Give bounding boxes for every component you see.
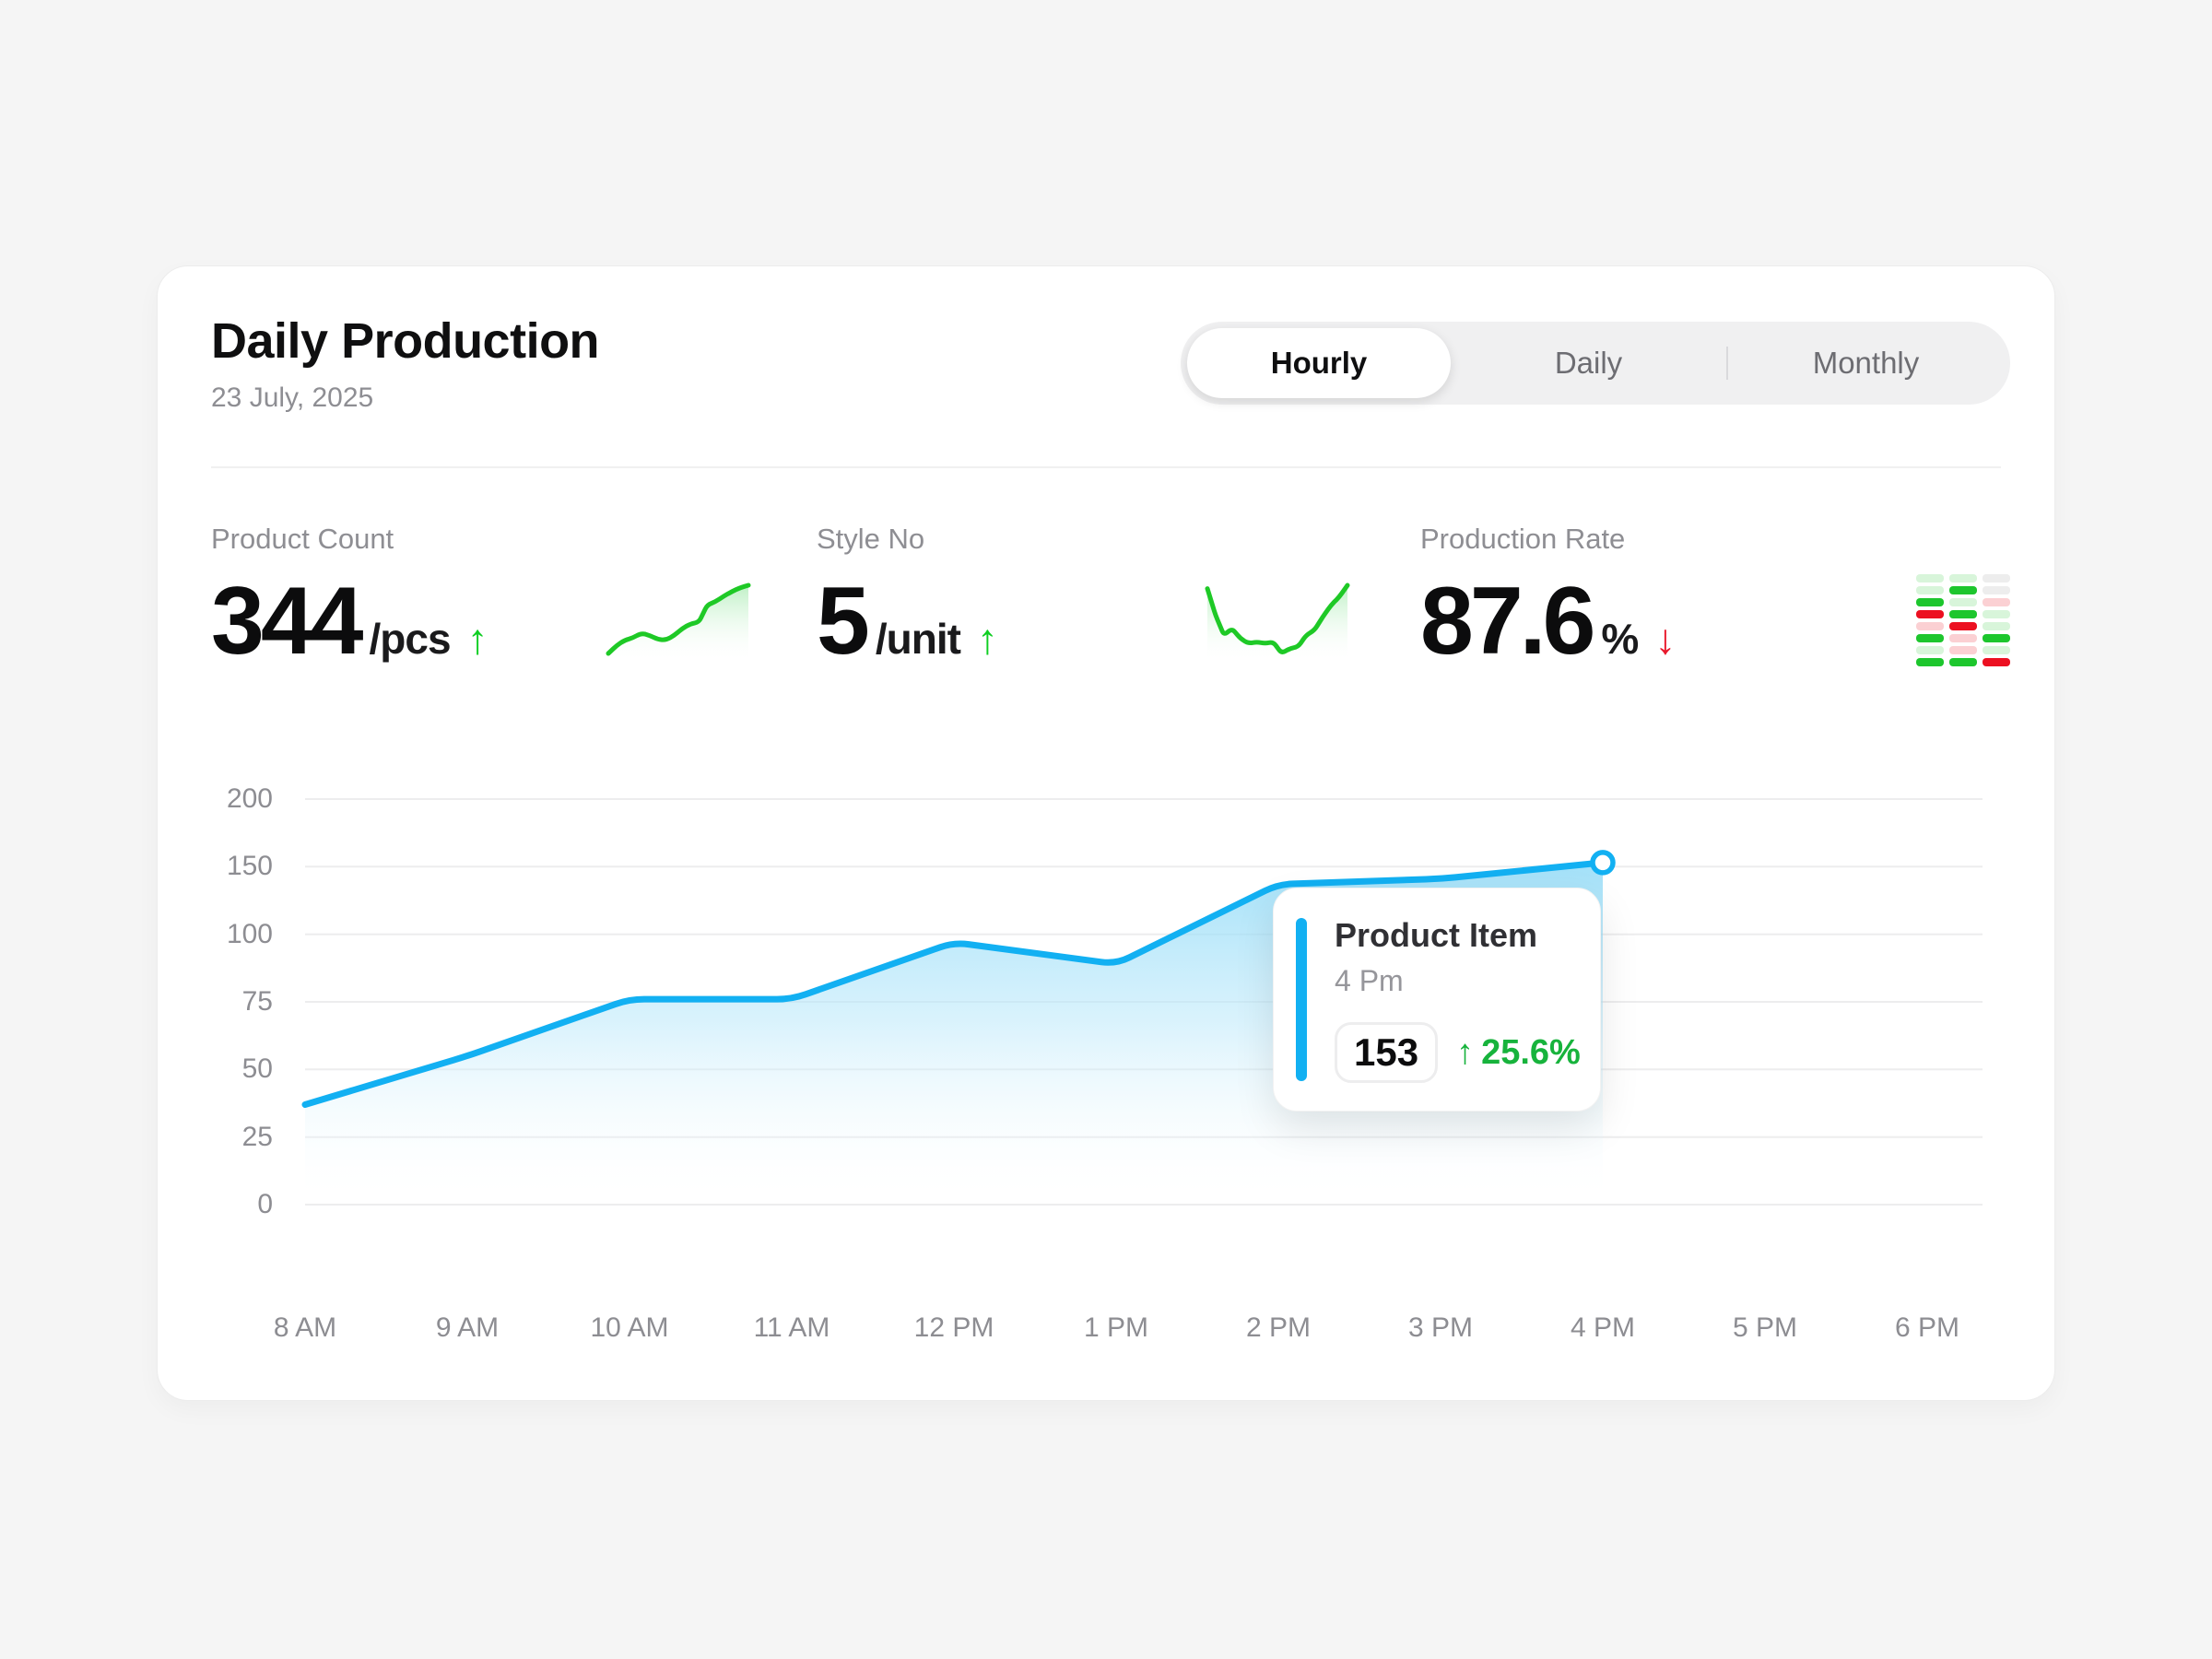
production-rate-heatmap [1916, 574, 2010, 666]
area-chart-canvas [301, 798, 1983, 1206]
heatmap-cell [1916, 586, 1944, 594]
y-tick-label: 0 [257, 1189, 273, 1219]
stat-value: 344 [211, 568, 364, 675]
chart-plot[interactable]: Product Item 4 Pm 153 ↑ 25.6% [301, 798, 1983, 1206]
trend-up-icon: ↑ [976, 615, 998, 663]
product-count-sparkline [606, 582, 751, 663]
y-axis: 0 25 50 75 100 150 200 [185, 746, 273, 1258]
date-label: 23 July, 2025 [211, 382, 374, 413]
heatmap-cell [1916, 658, 1944, 666]
tab-daily[interactable]: Daily [1451, 328, 1726, 398]
card-header: Daily Production 23 July, 2025 [211, 312, 600, 414]
tooltip-value-row: 153 ↑ 25.6% [1335, 1022, 1581, 1083]
interval-toggle: Hourly Daily Monthly [1181, 322, 2010, 405]
stat-label: Style No [817, 523, 925, 555]
tooltip-title: Product Item [1335, 916, 1538, 954]
x-tick-label: 2 PM [1245, 1312, 1312, 1343]
heatmap-cell [1949, 622, 1977, 630]
tab-divider [1726, 347, 1728, 380]
y-tick-label: 25 [241, 1121, 273, 1152]
heatmap-cell [1983, 658, 2010, 666]
heatmap-cell [1949, 586, 1977, 594]
heatmap-cell [1983, 646, 2010, 654]
sparkline-fill [1207, 585, 1347, 663]
stat-value-row: 5 /unit ↑ [817, 568, 1204, 675]
stat-production-rate: Production Rate 87.6 % ↓ [1420, 523, 1863, 675]
heatmap-cell [1983, 574, 2010, 582]
x-tick-label: 6 PM [1894, 1312, 1960, 1343]
heatmap-cell [1949, 658, 1977, 666]
heatmap-cell [1949, 598, 1977, 606]
heatmap-cell [1916, 622, 1944, 630]
tooltip-change: ↑ 25.6% [1456, 1033, 1581, 1073]
heatmap-cell [1983, 586, 2010, 594]
stat-value-row: 344 /pcs ↑ [211, 568, 605, 675]
y-tick-label: 50 [241, 1053, 273, 1085]
tooltip-value: 153 [1335, 1022, 1439, 1083]
chart-tooltip: Product Item 4 Pm 153 ↑ 25.6% [1273, 888, 1601, 1112]
tab-monthly[interactable]: Monthly [1728, 328, 2004, 398]
x-tick-label: 12 PM [913, 1312, 994, 1343]
stat-style-no: Style No 5 /unit ↑ [817, 523, 1204, 675]
x-tick-label: 4 PM [1570, 1312, 1636, 1343]
stat-label: Production Rate [1420, 523, 1626, 555]
y-tick-label: 150 [226, 851, 273, 882]
sparkline-line [1205, 582, 1350, 654]
sparkline-line [606, 582, 751, 656]
heatmap-cell [1949, 634, 1977, 642]
data-point-marker [1590, 850, 1616, 876]
stat-product-count: Product Count 344 /pcs ↑ [211, 523, 605, 675]
heatmap-cell [1949, 646, 1977, 654]
y-tick-label: 100 [226, 918, 273, 949]
header-divider [211, 466, 2001, 468]
heatmap-cell [1916, 598, 1944, 606]
tab-hourly[interactable]: Hourly [1187, 328, 1451, 398]
heatmap-cell [1916, 634, 1944, 642]
hourly-chart: 0 25 50 75 100 150 200 [158, 746, 2054, 1391]
x-tick-label: 9 AM [435, 1312, 500, 1343]
y-tick-label: 75 [241, 986, 273, 1017]
x-tick-label: 5 PM [1732, 1312, 1798, 1343]
stat-value-row: 87.6 % ↓ [1420, 568, 1863, 675]
x-axis: 8 AM 9 AM 10 AM 11 AM 12 PM 1 PM 2 PM 3 PM 4 PM 5… [274, 1312, 1983, 1353]
heatmap-cell [1916, 610, 1944, 618]
heatmap-cell [1949, 574, 1977, 582]
stat-label: Product Count [211, 523, 394, 555]
page-title: Daily Production [211, 313, 600, 369]
x-tick-label: 11 AM [753, 1312, 830, 1343]
trend-line [301, 859, 1606, 1108]
heatmap-cell [1983, 634, 2010, 642]
stats-row: Product Count 344 /pcs ↑ Style No [211, 523, 2010, 675]
x-tick-label: 1 PM [1083, 1312, 1149, 1343]
stat-unit: /pcs [369, 615, 452, 663]
trend-up-icon: ↑ [466, 615, 488, 663]
stat-unit: /unit [875, 615, 961, 663]
heatmap-cell [1916, 574, 1944, 582]
x-tick-label: 10 AM [590, 1312, 669, 1343]
heatmap-cell [1983, 610, 2010, 618]
tooltip-change-value: 25.6% [1481, 1032, 1581, 1072]
heatmap-cell [1949, 610, 1977, 618]
heatmap-cell [1983, 622, 2010, 630]
trend-down-icon: ↓ [1654, 615, 1677, 663]
x-tick-label: 3 PM [1407, 1312, 1474, 1343]
x-tick-label: 8 AM [273, 1312, 337, 1343]
stat-unit: % [1601, 615, 1639, 663]
tooltip-accent-bar [1296, 918, 1307, 1081]
trend-up-icon: ↑ [1456, 1032, 1475, 1072]
heatmap-cell [1916, 646, 1944, 654]
stat-value: 5 [817, 568, 870, 675]
daily-production-card: Daily Production 23 July, 2025 Hourly Da… [157, 265, 2055, 1401]
sparkline-fill [608, 585, 748, 663]
heatmap-cell [1983, 598, 2010, 606]
stat-value: 87.6 [1420, 568, 1595, 675]
style-no-sparkline [1205, 582, 1350, 663]
y-tick-label: 200 [226, 783, 273, 814]
tooltip-time: 4 Pm [1335, 964, 1404, 997]
